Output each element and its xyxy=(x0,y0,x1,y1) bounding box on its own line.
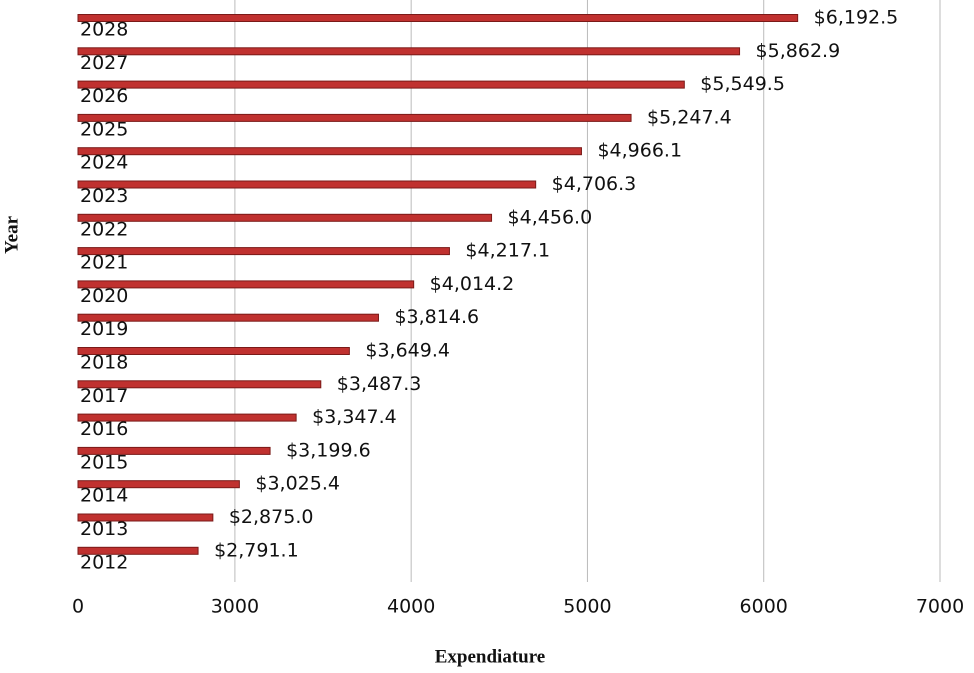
y-tick-label: 2017 xyxy=(80,385,128,407)
y-tick-label: 2016 xyxy=(80,418,128,440)
bar xyxy=(77,247,450,256)
bar xyxy=(77,513,214,522)
data-label: $2,791.1 xyxy=(214,539,299,561)
y-tick-label: 2028 xyxy=(80,19,128,41)
bar xyxy=(77,413,297,422)
bar xyxy=(77,280,415,289)
data-label: $5,549.5 xyxy=(700,73,785,95)
data-label: $3,487.3 xyxy=(337,373,422,395)
data-label: $4,966.1 xyxy=(597,140,682,162)
y-tick-label: 2018 xyxy=(80,352,128,374)
y-tick-label: 2021 xyxy=(80,252,128,274)
data-label: $4,217.1 xyxy=(465,240,550,262)
x-tick-label: 4000 xyxy=(387,596,435,618)
bar xyxy=(77,180,537,189)
data-label: $5,247.4 xyxy=(647,106,732,128)
x-tick-label: 7000 xyxy=(916,596,964,618)
bar xyxy=(77,480,240,489)
y-tick-label: 2027 xyxy=(80,52,128,74)
bar xyxy=(77,80,685,89)
data-label: $3,025.4 xyxy=(255,473,340,495)
y-tick-label: 2020 xyxy=(80,285,128,307)
y-tick-label: 2025 xyxy=(80,118,128,140)
y-tick-label: 2022 xyxy=(80,218,128,240)
x-tick-label: 5000 xyxy=(563,596,611,618)
data-label: $6,192.5 xyxy=(814,7,899,29)
y-tick-label: 2013 xyxy=(80,518,128,540)
y-axis-title: Year xyxy=(1,215,22,254)
x-tick-label: 3000 xyxy=(211,596,259,618)
bar xyxy=(77,147,582,156)
data-label: $4,456.0 xyxy=(508,206,593,228)
y-tick-label: 2023 xyxy=(80,185,128,207)
y-tick-label: 2015 xyxy=(80,451,128,473)
y-tick-label: 2024 xyxy=(80,152,128,174)
y-tick-label: 2026 xyxy=(80,85,128,107)
y-tick-label: 2012 xyxy=(80,551,128,573)
data-label: $3,347.4 xyxy=(312,406,397,428)
data-label: $4,014.2 xyxy=(430,273,515,295)
bar xyxy=(77,47,741,56)
y-tick-label: 2014 xyxy=(80,485,128,507)
data-label: $3,199.6 xyxy=(286,439,371,461)
data-label: $3,649.4 xyxy=(365,340,450,362)
x-tick-label: 6000 xyxy=(740,596,788,618)
x-axis-title: Expendiature xyxy=(435,646,546,667)
y-tick-label: 2019 xyxy=(80,318,128,340)
bar xyxy=(77,313,379,322)
bar xyxy=(77,546,199,555)
data-label: $3,814.6 xyxy=(394,306,479,328)
data-label: $5,862.9 xyxy=(756,40,841,62)
bar xyxy=(77,446,271,455)
bar xyxy=(77,113,632,122)
bar xyxy=(77,14,799,22)
bar xyxy=(77,380,322,389)
data-label: $2,875.0 xyxy=(229,506,314,528)
bar xyxy=(77,347,350,355)
bar xyxy=(77,213,493,222)
data-label: $4,706.3 xyxy=(552,173,637,195)
x-tick-label: 0 xyxy=(72,596,84,618)
